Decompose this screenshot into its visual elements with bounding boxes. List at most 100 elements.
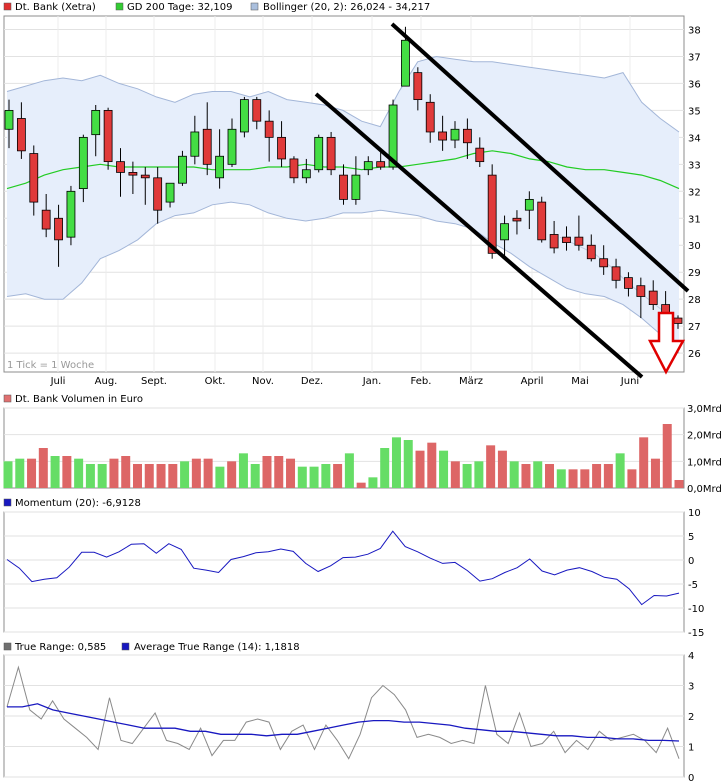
volume-bar [592, 464, 602, 488]
candle-body [301, 169, 311, 179]
candle-body [227, 128, 237, 165]
legend-swatch-volume [3, 394, 12, 403]
candle [549, 220, 559, 254]
trend-channel [314, 22, 690, 379]
volume-bar [674, 480, 684, 488]
true-range-y-ticks: 4 3 2 1 0 [688, 651, 694, 784]
volume-bar [450, 461, 460, 488]
volume-bar [474, 461, 484, 488]
volume-bar [215, 466, 225, 488]
candle-body [537, 201, 547, 241]
candle [326, 131, 336, 176]
candle [29, 145, 39, 216]
x-tick-label: Dez. [301, 376, 323, 387]
candle-body [624, 277, 633, 289]
candle [512, 210, 522, 235]
candle-body [599, 258, 609, 268]
candle [215, 129, 225, 189]
momentum-gridlines [4, 511, 684, 633]
candle [574, 215, 584, 251]
candle [636, 277, 646, 319]
true-range-line [6, 665, 680, 760]
candle [487, 164, 497, 259]
bollinger-lower-line [6, 201, 680, 354]
x-tick-label: Mai [571, 376, 589, 387]
momentum-title: Momentum (20): -6,9128 [15, 498, 141, 509]
volume-bar [344, 453, 354, 488]
candle [301, 158, 311, 184]
y-tick-label: 26 [688, 349, 701, 360]
candle-body [524, 198, 534, 211]
y-tick-label: 27 [688, 322, 701, 333]
volume-bar [391, 437, 401, 488]
candle-body [462, 128, 472, 144]
candle [425, 94, 435, 143]
y-tick-label: 3,0Mrd [687, 404, 722, 415]
legend-label-price: Dt. Bank (Xetra) [15, 2, 96, 13]
candle-body [450, 128, 460, 141]
volume-title: Dt. Bank Volumen in Euro [15, 394, 143, 405]
x-tick-label: Okt. [205, 376, 226, 387]
true-range-panel: True Range: 0,585 Average True Range (14… [3, 642, 694, 784]
volume-bar [97, 464, 107, 488]
volume-bar [27, 458, 37, 488]
legend-label-true-range: True Range: 0,585 [14, 642, 106, 653]
candle-body [252, 99, 262, 122]
candle [289, 156, 299, 184]
volume-bar [121, 456, 131, 488]
candle-body [202, 128, 212, 165]
volume-bar [533, 461, 543, 488]
volume-bar [132, 464, 142, 488]
y-tick-label: -10 [688, 604, 704, 615]
y-tick-label: 1 [688, 743, 694, 754]
price-y-ticks: 26 27 28 29 30 31 32 33 34 35 36 37 38 [688, 25, 701, 360]
candle [178, 150, 187, 186]
candle [16, 102, 26, 159]
candle-body [351, 174, 361, 200]
volume-bar [427, 442, 437, 488]
volume-bar [368, 477, 378, 488]
volume-bar [180, 461, 190, 488]
candle [438, 115, 448, 151]
candle-body [78, 136, 88, 190]
candle [450, 121, 460, 149]
candle-body [586, 244, 596, 260]
y-tick-label: 5 [688, 532, 694, 543]
trend-line-lower [314, 92, 644, 379]
candle-body [140, 174, 150, 179]
x-tick-label: Juni [620, 376, 639, 387]
volume-bar [38, 448, 48, 488]
volume-bar [168, 464, 178, 488]
candle-body [103, 109, 113, 163]
volume-bar [191, 458, 201, 488]
candle [252, 96, 262, 130]
candle-body [128, 172, 138, 176]
candle-body [339, 174, 348, 200]
candle [611, 258, 621, 289]
y-tick-label: -15 [688, 628, 704, 639]
candle [277, 121, 286, 168]
candlesticks [4, 26, 683, 335]
candle-body [574, 236, 584, 246]
candle [227, 118, 237, 168]
candle-body [673, 317, 683, 324]
candle-body [388, 104, 398, 168]
x-tick-label: Feb. [411, 376, 432, 387]
candle-body [500, 223, 509, 241]
volume-bar [639, 437, 649, 488]
candle-body [116, 161, 125, 173]
volume-bar [297, 466, 307, 488]
candle-body [178, 155, 187, 184]
candle [153, 167, 163, 224]
volume-bar [227, 461, 237, 488]
legend-swatch-momentum [3, 498, 12, 507]
candle [264, 110, 274, 162]
volume-bar [521, 464, 531, 488]
y-tick-label: 2 [688, 712, 694, 723]
candle [140, 167, 150, 205]
candle-body [401, 39, 410, 87]
candle [388, 99, 398, 170]
y-tick-label: 28 [688, 295, 701, 306]
